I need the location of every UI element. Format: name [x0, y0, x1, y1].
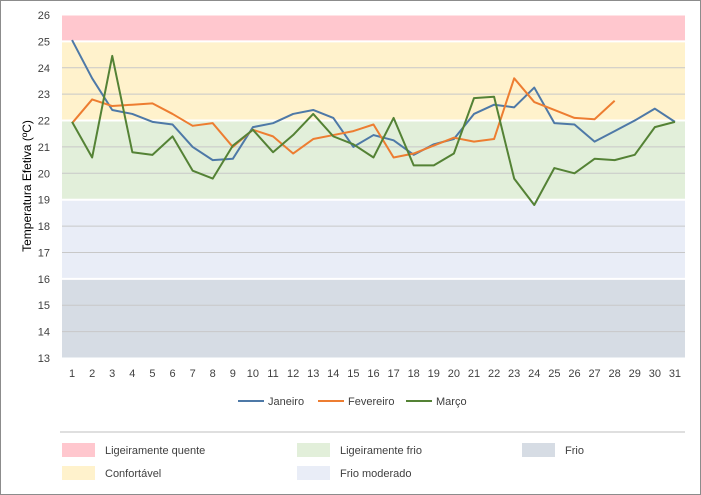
band-legend-label: Frio	[565, 445, 584, 457]
y-axis-label: Temperatura Efetiva (ºC)	[20, 120, 34, 252]
x-tick-label: 14	[327, 368, 339, 380]
x-tick-label: 13	[307, 368, 319, 380]
x-tick-label: 30	[649, 368, 661, 380]
x-tick-label: 11	[267, 368, 278, 380]
x-tick-label: 1	[69, 368, 75, 380]
band-legend-label: Ligeiramente quente	[105, 445, 205, 457]
x-tick-label: 18	[408, 368, 420, 380]
x-tick-label: 5	[149, 368, 155, 380]
band-frio-moderado	[62, 199, 685, 279]
x-tick-label: 31	[669, 368, 681, 380]
legend-label: Março	[436, 396, 467, 408]
x-tick-label: 15	[347, 368, 359, 380]
band-legend-swatch	[297, 443, 330, 457]
band-legend-swatch	[297, 466, 330, 480]
x-tick-label: 10	[247, 368, 259, 380]
y-tick-label: 23	[38, 89, 50, 101]
legend-label: Fevereiro	[348, 396, 394, 408]
x-tick-label: 2	[89, 368, 95, 380]
x-tick-label: 28	[609, 368, 621, 380]
y-tick-label: 17	[38, 247, 50, 259]
x-tick-label: 8	[210, 368, 216, 380]
x-tick-label: 3	[109, 368, 115, 380]
band-legend-swatch	[522, 443, 555, 457]
y-tick-label: 19	[38, 195, 50, 207]
series-line-fevereiro	[71, 77, 616, 159]
x-tick-label: 12	[287, 368, 299, 380]
x-tick-label: 16	[367, 368, 379, 380]
band-legend-label: Frio moderado	[340, 468, 412, 480]
x-tick-label: 9	[230, 368, 236, 380]
x-tick-label: 27	[588, 368, 600, 380]
y-tick-label: 16	[38, 274, 50, 286]
y-tick-label: 18	[38, 221, 50, 233]
x-tick-label: 6	[169, 368, 175, 380]
x-tick-label: 20	[448, 368, 460, 380]
x-tick-label: 25	[548, 368, 560, 380]
band-ligeiramente-quente	[62, 15, 685, 42]
band-legend-swatch	[62, 443, 95, 457]
x-tick-label: 24	[528, 368, 540, 380]
x-tick-label: 22	[488, 368, 500, 380]
x-tick-label: 21	[468, 368, 480, 380]
band-ligeiramente-frio	[62, 120, 685, 200]
x-tick-label: 7	[190, 368, 196, 380]
y-tick-label: 15	[38, 300, 50, 312]
x-tick-label: 23	[508, 368, 520, 380]
legend-label: Janeiro	[268, 396, 304, 408]
band-confortável	[62, 41, 685, 121]
y-tick-label: 26	[38, 10, 50, 22]
y-tick-label: 20	[38, 168, 50, 180]
x-tick-label: 4	[129, 368, 135, 380]
band-frio	[62, 278, 685, 358]
x-tick-label: 17	[387, 368, 399, 380]
x-tick-label: 19	[428, 368, 440, 380]
band-legend-label: Confortável	[105, 468, 161, 480]
x-tick-label: 29	[629, 368, 641, 380]
y-tick-label: 22	[38, 116, 50, 128]
y-tick-label: 24	[38, 63, 50, 75]
y-tick-label: 14	[38, 327, 50, 339]
band-legend-label: Ligeiramente frio	[340, 445, 422, 457]
y-tick-label: 21	[38, 142, 50, 154]
x-tick-label: 26	[568, 368, 580, 380]
band-legend-swatch	[62, 466, 95, 480]
y-tick-label: 13	[38, 353, 50, 365]
y-tick-label: 25	[38, 36, 50, 48]
